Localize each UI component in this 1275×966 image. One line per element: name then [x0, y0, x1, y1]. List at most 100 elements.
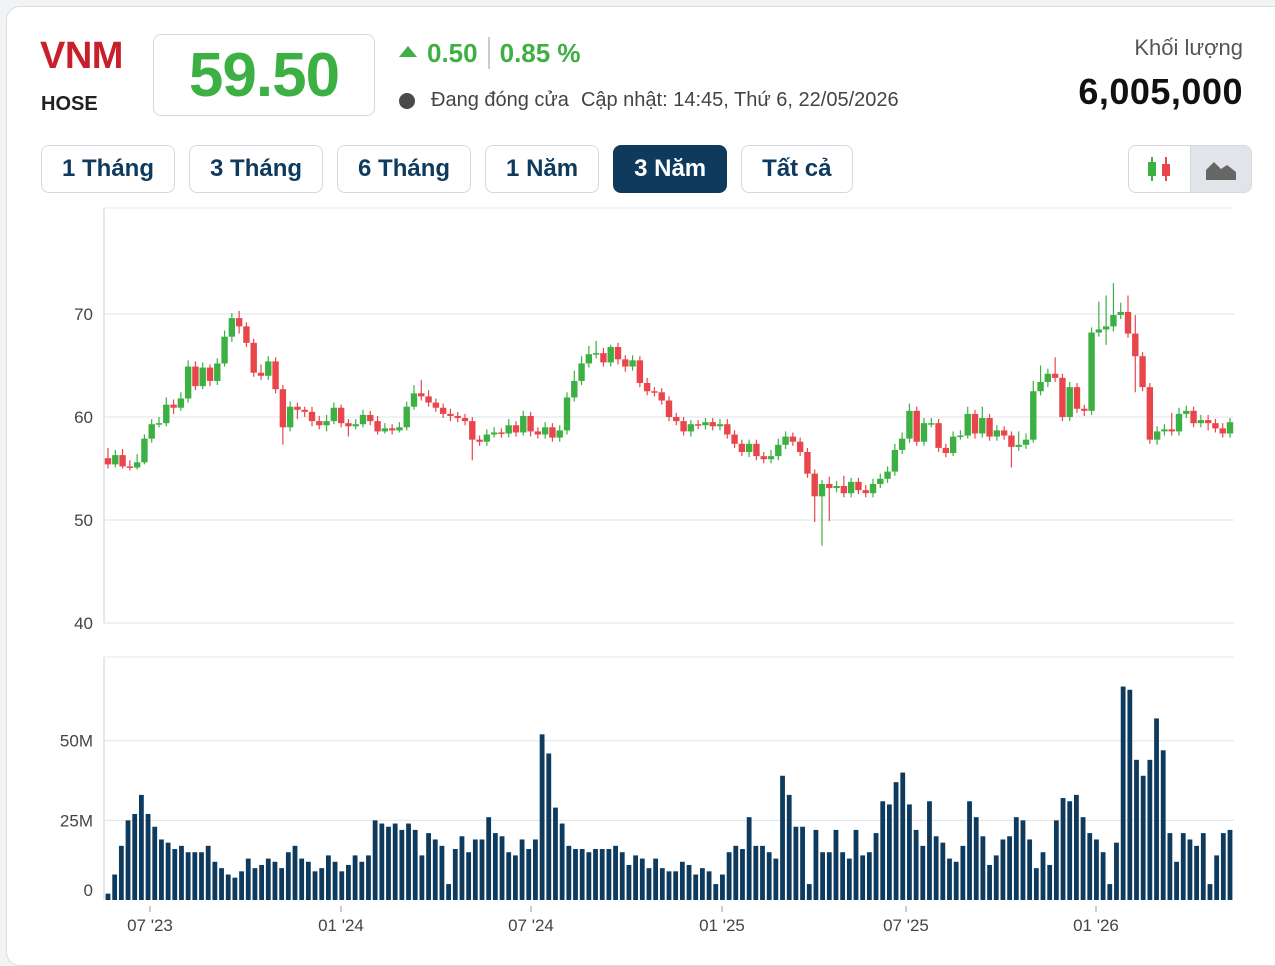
volume-bar	[305, 861, 311, 900]
candle-body	[345, 423, 352, 427]
volume-bar	[766, 852, 772, 900]
volume-bar	[1007, 836, 1013, 900]
candle-body	[294, 406, 301, 410]
volume-bar	[853, 829, 859, 900]
volume-bar	[706, 871, 712, 900]
volume-bar	[740, 849, 745, 900]
tab-3-months[interactable]: 3 Tháng	[189, 145, 324, 193]
stock-card: VNM HOSE 59.50 0.50 0.85 % Đang đóng cửa…	[6, 6, 1275, 966]
candle-body	[432, 402, 440, 408]
candle-body	[993, 430, 1001, 437]
candle-body	[534, 431, 542, 435]
market-status: Đang đóng cửa	[431, 89, 569, 111]
x-tick-label: 01 '24	[318, 916, 364, 935]
volume-bar	[546, 753, 552, 900]
period-tabs: 1 Tháng 3 Tháng 6 Tháng 1 Năm 3 Năm Tất …	[41, 145, 867, 193]
volume-bar	[1100, 852, 1106, 900]
candle-body	[133, 462, 141, 468]
candle-body	[520, 415, 527, 433]
candle-body	[177, 398, 185, 408]
candle-body	[818, 483, 826, 497]
tab-3-years[interactable]: 3 Năm	[613, 145, 728, 193]
volume-bar	[225, 874, 231, 900]
candle-body	[265, 361, 272, 376]
volume-bar	[1227, 829, 1233, 900]
chart-type-toggle	[1128, 145, 1252, 193]
volume-bar	[219, 868, 224, 900]
volume-bar	[519, 839, 525, 900]
candle-body	[614, 346, 622, 360]
candle-body	[396, 427, 403, 431]
candle-body	[1161, 429, 1168, 432]
volume-bar	[272, 861, 278, 900]
candle-body	[476, 439, 483, 442]
area-chart-icon	[1205, 162, 1236, 180]
price-tick-label: 50	[74, 511, 93, 530]
tab-1-month[interactable]: 1 Tháng	[41, 145, 176, 193]
candle-body	[498, 432, 505, 434]
candle-body	[622, 359, 629, 367]
candle-body	[119, 455, 126, 467]
price-tick-label: 60	[74, 408, 93, 427]
candle-body	[286, 406, 294, 428]
volume-bar	[726, 852, 732, 900]
candle-body	[1132, 333, 1139, 357]
candle-body	[658, 392, 665, 401]
volume-bar	[212, 861, 218, 900]
volume-bar	[165, 842, 171, 900]
candle-body	[906, 410, 913, 439]
tab-6-months[interactable]: 6 Tháng	[337, 145, 472, 193]
volume-bar	[973, 817, 979, 900]
area-chart-button[interactable]	[1189, 146, 1251, 192]
candle-body	[104, 458, 112, 465]
volume-bar	[953, 861, 959, 900]
volume-bar	[1053, 820, 1059, 900]
candle-body	[775, 444, 782, 457]
chart-grid	[103, 207, 1234, 912]
candle-body	[1081, 408, 1088, 411]
candle-body	[505, 425, 512, 434]
candle-body	[1015, 444, 1022, 447]
candle-body	[600, 353, 607, 363]
candle-body	[680, 421, 687, 432]
volume-bar	[446, 884, 452, 900]
volume-bar	[967, 801, 972, 900]
candle-body	[804, 452, 811, 474]
candle-body	[694, 424, 702, 426]
candle-body	[170, 404, 177, 408]
volume-bar	[1214, 855, 1220, 900]
update-time: Cập nhật: 14:45, Thứ 6, 22/05/2026	[580, 89, 899, 111]
candle-body	[1110, 315, 1117, 327]
volume-bar	[793, 826, 799, 900]
candle-body	[279, 389, 287, 428]
volume-bar	[426, 833, 431, 900]
volume-bar	[800, 826, 805, 900]
candle-body	[1117, 311, 1124, 316]
tab-all[interactable]: Tất cả	[741, 145, 853, 193]
candle-body	[359, 414, 367, 425]
volume-bar	[412, 829, 418, 900]
volume-bar	[1047, 864, 1053, 900]
candle-body	[214, 363, 221, 381]
candle-body	[367, 414, 374, 422]
candle-body	[1095, 329, 1103, 333]
candle-body	[483, 434, 491, 442]
candlestick-button[interactable]	[1129, 146, 1190, 192]
x-tick-label: 07 '25	[883, 916, 929, 935]
candle-body	[877, 478, 884, 484]
candle-body	[709, 422, 716, 427]
volume-label: Khối lượng	[1134, 35, 1243, 60]
tab-1-year[interactable]: 1 Năm	[485, 145, 600, 193]
candle-body	[308, 411, 316, 422]
candle-body	[250, 342, 257, 373]
volume-bar	[1080, 817, 1086, 900]
volume-bar	[873, 833, 879, 900]
candle-body	[957, 435, 964, 438]
volume-bar	[479, 839, 485, 900]
volume-bar	[432, 839, 438, 900]
volume-bar	[566, 845, 572, 900]
volume-bar	[232, 877, 238, 900]
volume-bar	[132, 813, 138, 900]
volume-bar	[452, 849, 458, 900]
candle-body	[986, 418, 993, 437]
